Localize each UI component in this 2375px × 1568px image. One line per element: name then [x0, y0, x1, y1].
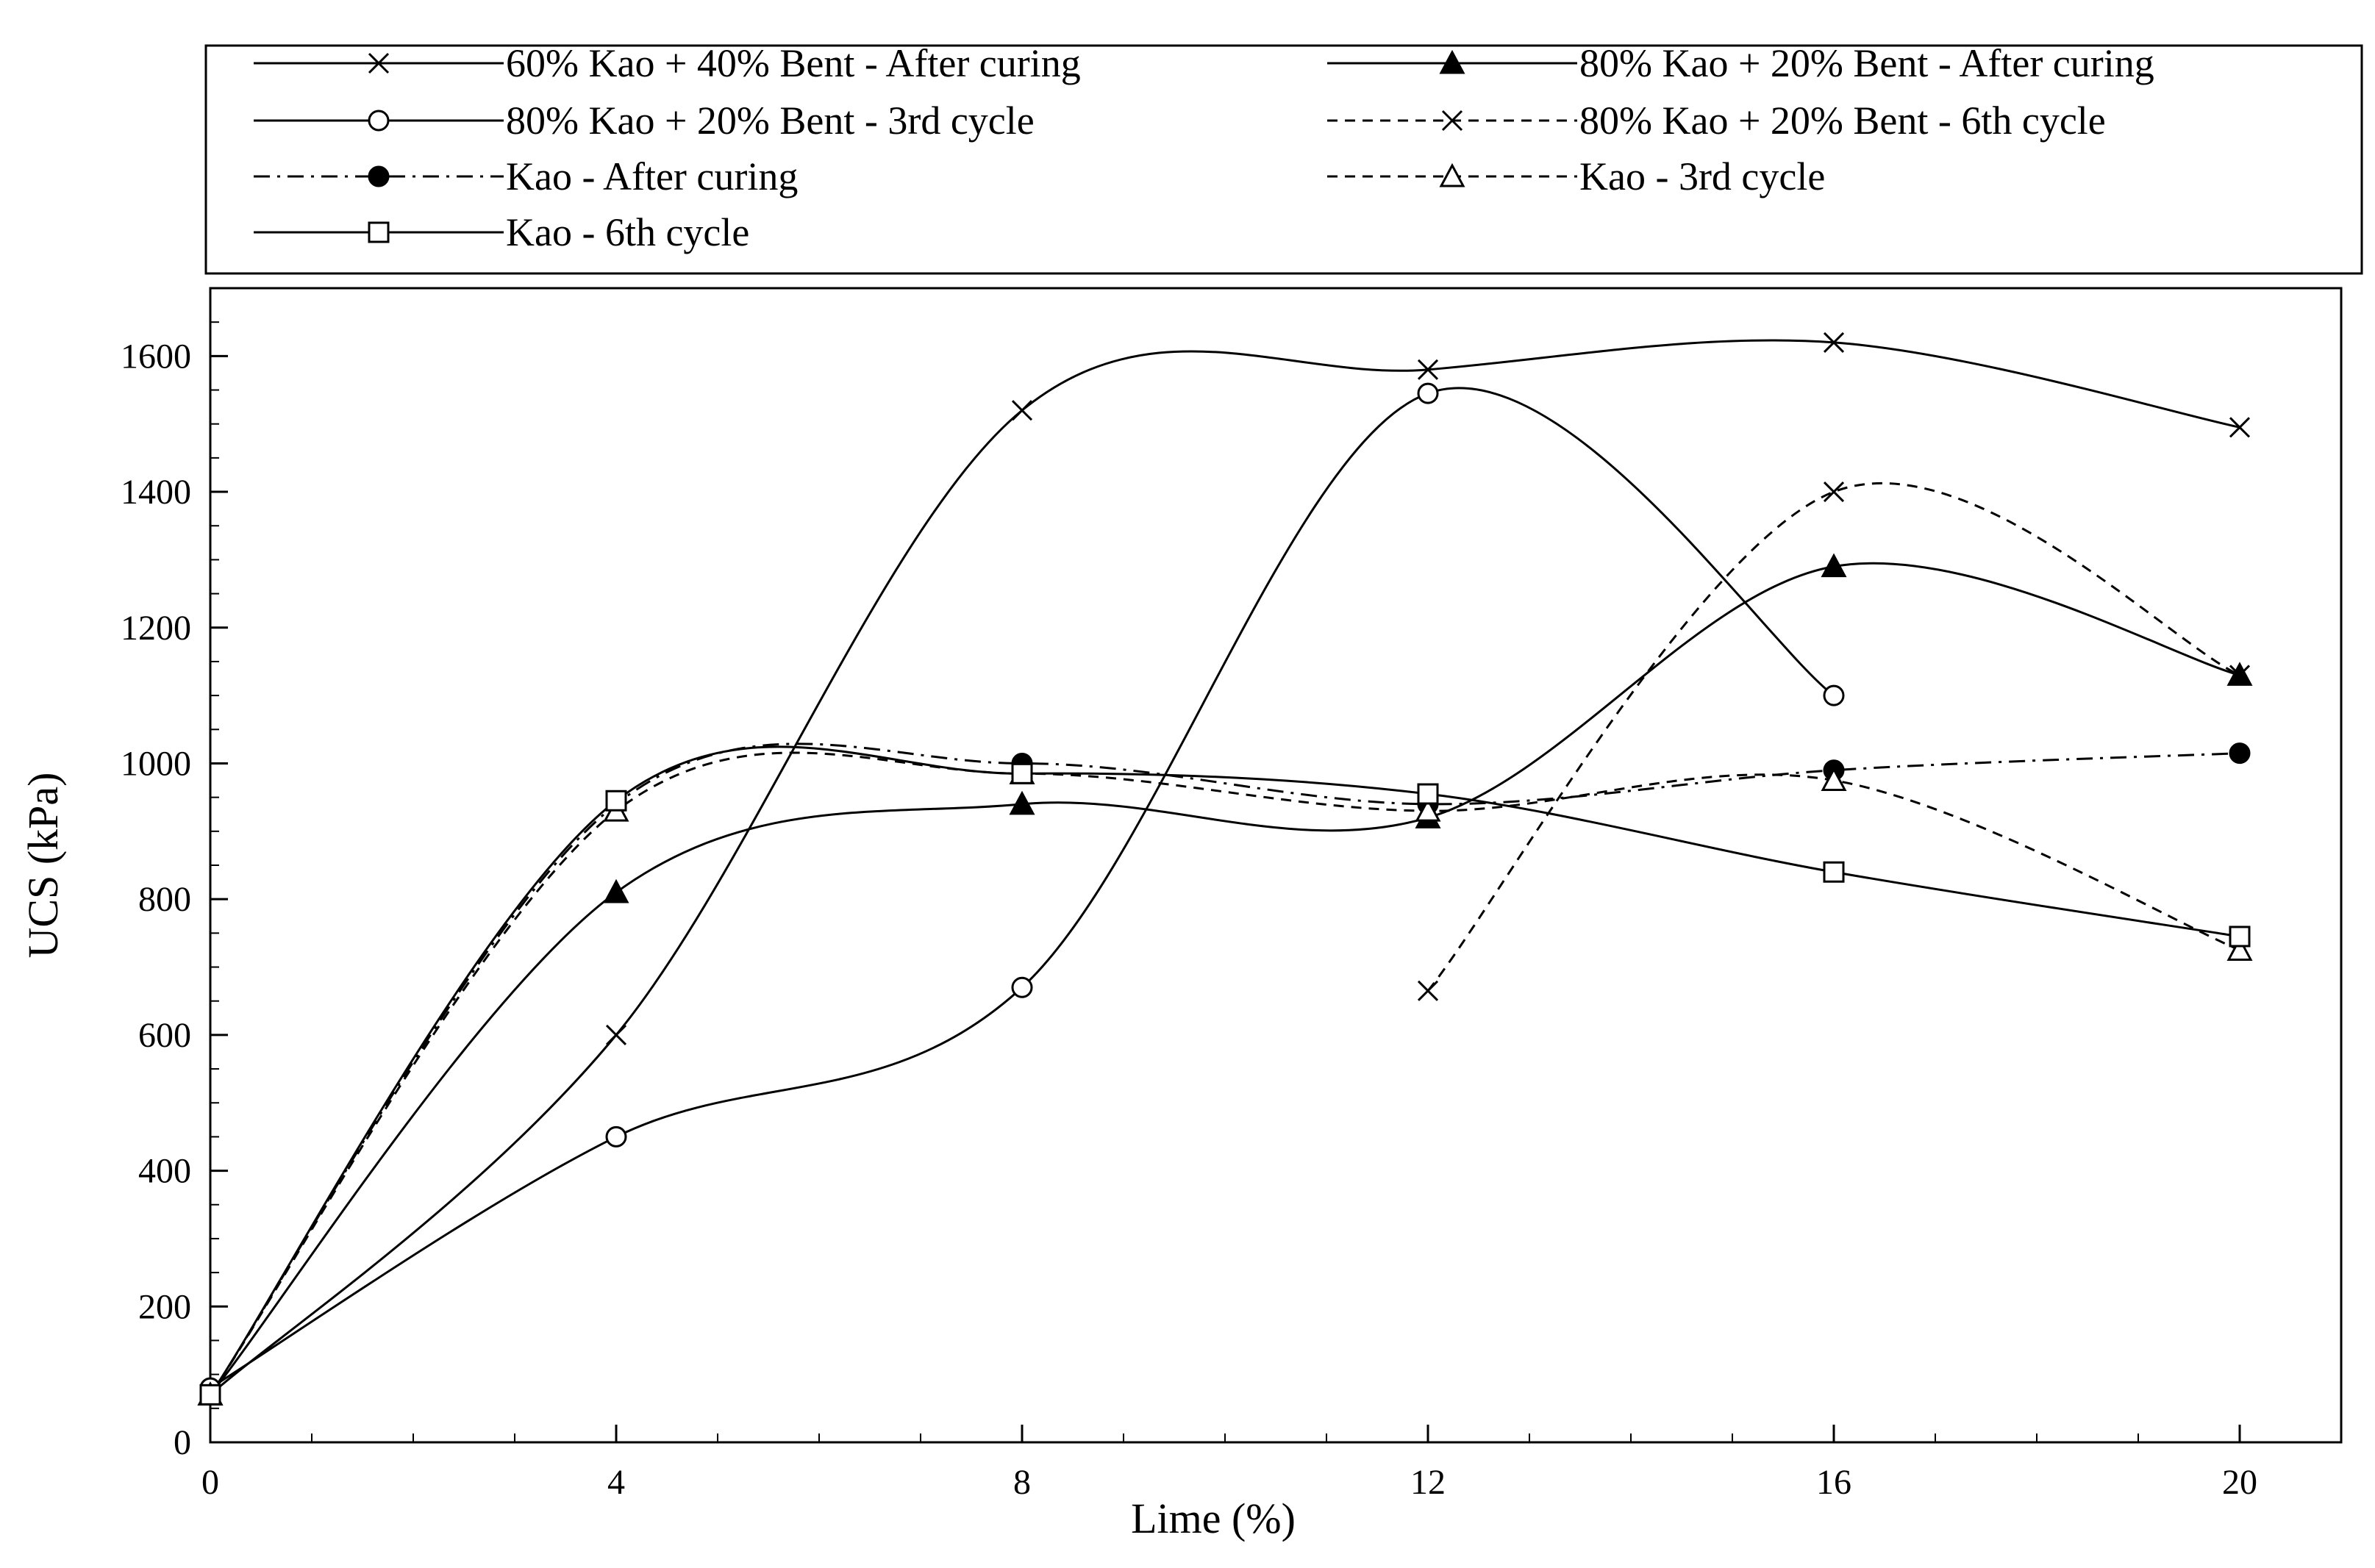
legend-entry-6: Kao - 3rd cycle — [1327, 154, 1825, 198]
y-tick-label: 1200 — [121, 609, 191, 648]
legend-marker — [1439, 49, 1465, 74]
x-tick-label: 16 — [1816, 1463, 1851, 1502]
legend-label: 80% Kao + 20% Bent - 6th cycle — [1579, 99, 2106, 143]
legend-marker — [1439, 162, 1465, 187]
series-7-point — [199, 1383, 221, 1406]
legend-marker — [368, 110, 390, 132]
legend-entry-1: 60% Kao + 40% Bent - After curing — [254, 41, 1081, 85]
legend-label: Kao - 6th cycle — [506, 210, 749, 254]
series-line-7 — [209, 745, 2240, 1396]
y-tick-label: 600 — [138, 1016, 191, 1055]
y-tick-label: 1000 — [121, 744, 191, 783]
legend-label: 80% Kao + 20% Bent - 3rd cycle — [506, 99, 1035, 143]
x-tick-label: 20 — [2222, 1463, 2257, 1502]
legend-box — [204, 44, 2363, 275]
series-6-point — [1821, 767, 1847, 792]
legend-marker — [1441, 110, 1463, 132]
series-line-1 — [210, 339, 2240, 1396]
series-line-5 — [209, 742, 2240, 1396]
legend-marker — [368, 52, 390, 74]
axis-ticks: 0 200 400 600 800 1000 1200 1400 1600 0 4 8 12 16 20 — [121, 287, 2257, 1502]
series-6-point — [1415, 797, 1441, 822]
series-1-point — [1417, 359, 1439, 380]
legend: 60% Kao + 40% Bent - After curing 80% Kao… — [254, 41, 2154, 254]
series-4-point — [1823, 481, 1845, 503]
y-tick-label: 1400 — [121, 473, 191, 512]
legend-label: Kao - After curing — [506, 154, 798, 198]
series-2-point — [1009, 790, 1035, 815]
x-tick-label: 8 — [1013, 1463, 1031, 1502]
series-7-point — [1011, 762, 1033, 784]
series-3-point — [1417, 382, 1439, 404]
series-1-point — [2229, 417, 2251, 438]
series-4-point — [2229, 665, 2251, 686]
series-7-point — [605, 790, 627, 812]
legend-label: Kao - 3rd cycle — [1579, 154, 1825, 198]
y-tick-label: 0 — [174, 1423, 191, 1462]
x-tick-label: 0 — [201, 1463, 219, 1502]
y-axis-title: UCS (kPa) — [19, 773, 67, 959]
series-2-point — [1821, 553, 1847, 578]
legend-marker — [368, 165, 390, 187]
series-6-point — [2226, 937, 2253, 961]
legend-label: 80% Kao + 20% Bent - After curing — [1579, 41, 2154, 85]
y-tick-label: 1600 — [121, 337, 191, 376]
series-line-2 — [209, 562, 2240, 1396]
series-2-point — [603, 878, 629, 903]
legend-entry-7: Kao - 6th cycle — [254, 210, 749, 254]
y-tick-label: 200 — [138, 1287, 191, 1326]
legend-marker — [368, 221, 390, 243]
series-7-point — [1417, 783, 1439, 805]
series-line-3 — [210, 387, 1835, 1389]
plot-area-frame — [209, 287, 2343, 1444]
legend-entry-5: Kao - After curing — [254, 154, 798, 198]
series-lines — [209, 339, 2240, 1396]
series-1-point — [1823, 332, 1845, 353]
series-3-point — [1823, 684, 1845, 706]
y-tick-label: 400 — [138, 1152, 191, 1191]
series-markers — [197, 332, 2253, 1406]
series-7-point — [2229, 926, 2251, 948]
legend-label: 60% Kao + 40% Bent - After curing — [506, 41, 1081, 85]
series-4-point — [1417, 980, 1439, 1001]
series-7-point — [1823, 861, 1845, 883]
series-5-point — [2229, 742, 2251, 765]
series-3-point — [605, 1125, 627, 1148]
series-1-point — [1011, 400, 1033, 421]
x-tick-label: 12 — [1410, 1463, 1446, 1502]
series-3-point — [1011, 976, 1033, 998]
x-axis-title: Lime (%) — [1131, 1494, 1296, 1542]
legend-entry-3: 80% Kao + 20% Bent - 3rd cycle — [254, 99, 1035, 143]
legend-entry-2: 80% Kao + 20% Bent - After curing — [1327, 41, 2154, 85]
series-1-point — [605, 1024, 627, 1045]
y-tick-label: 800 — [138, 880, 191, 919]
series-line-4 — [1426, 482, 2240, 992]
x-tick-label: 4 — [607, 1463, 625, 1502]
legend-entry-4: 80% Kao + 20% Bent - 6th cycle — [1327, 99, 2106, 143]
series-line-6 — [209, 751, 2240, 1396]
